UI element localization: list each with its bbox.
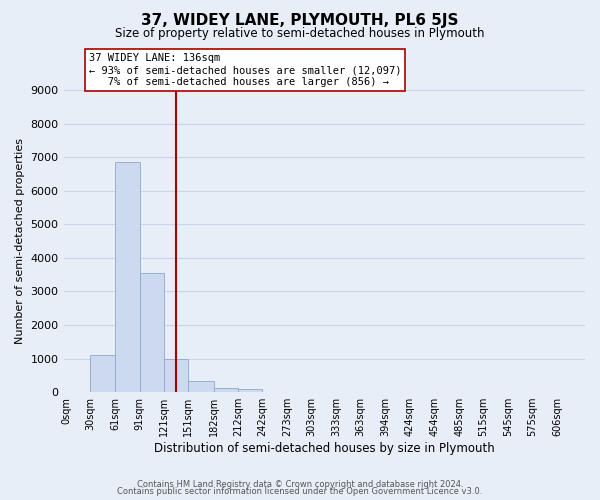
Bar (115, 162, 140, 392)
Text: 37, WIDEY LANE, PLYMOUTH, PL6 5JS: 37, WIDEY LANE, PLYMOUTH, PL6 5JS (141, 12, 459, 28)
Bar (91, 355, 115, 392)
Bar (214, 388, 238, 392)
Bar (140, 273, 164, 392)
Text: 37 WIDEY LANE: 136sqm
← 93% of semi-detached houses are smaller (12,097)
   7% o: 37 WIDEY LANE: 136sqm ← 93% of semi-deta… (89, 54, 401, 86)
Bar (238, 388, 262, 392)
Text: Size of property relative to semi-detached houses in Plymouth: Size of property relative to semi-detach… (115, 28, 485, 40)
Y-axis label: Number of semi-detached properties: Number of semi-detached properties (15, 138, 25, 344)
Text: Contains HM Land Registry data © Crown copyright and database right 2024.: Contains HM Land Registry data © Crown c… (137, 480, 463, 489)
X-axis label: Distribution of semi-detached houses by size in Plymouth: Distribution of semi-detached houses by … (154, 442, 494, 455)
Text: Contains public sector information licensed under the Open Government Licence v3: Contains public sector information licen… (118, 488, 482, 496)
Bar (188, 380, 214, 392)
Bar (164, 359, 188, 392)
